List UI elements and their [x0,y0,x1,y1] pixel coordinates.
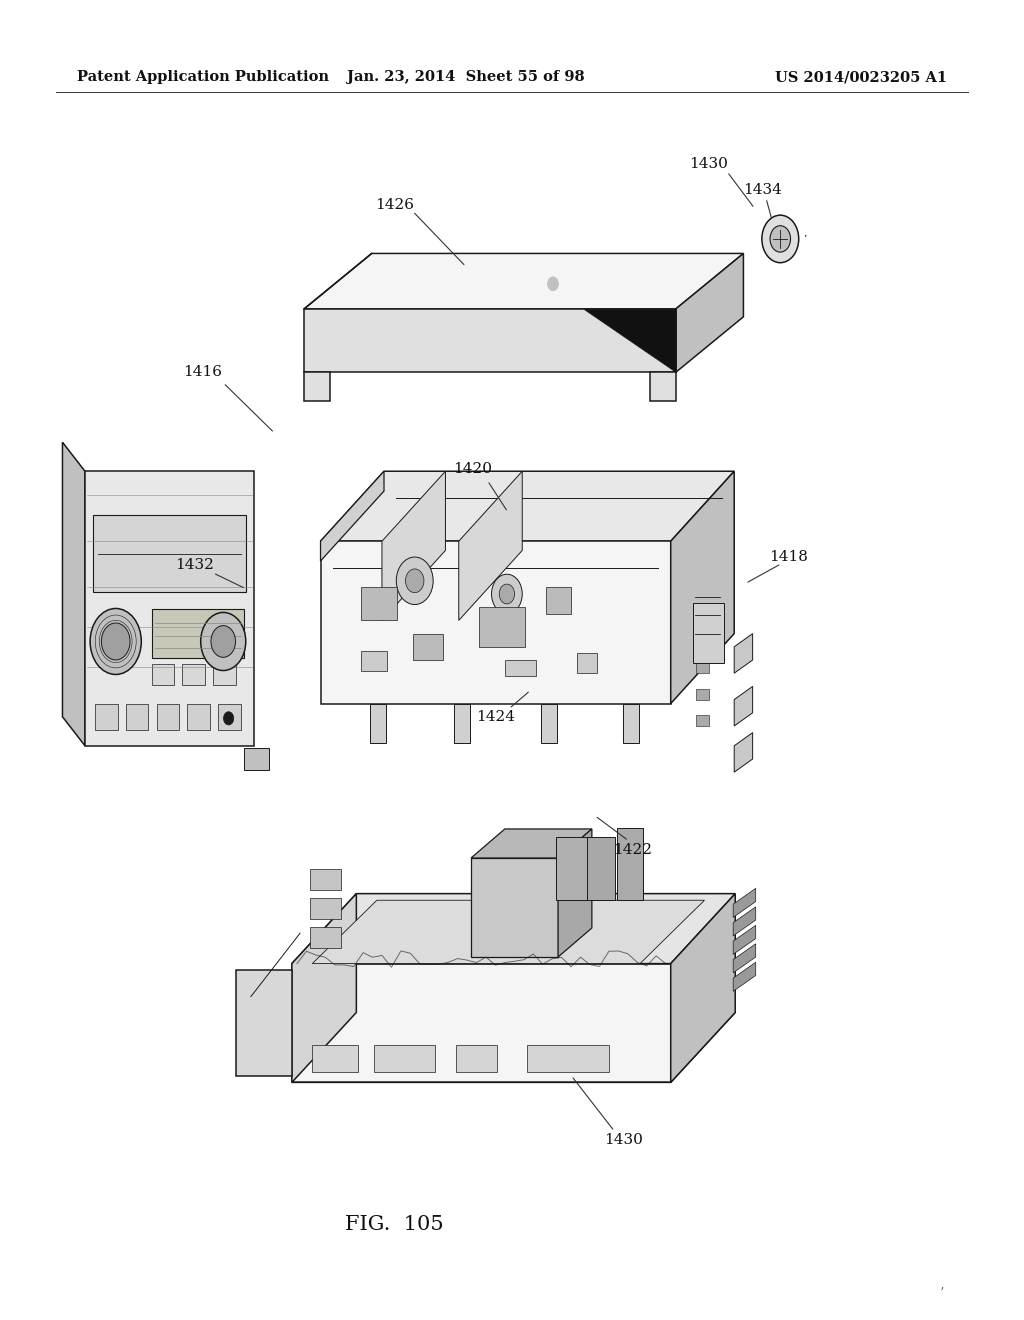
Bar [152,664,174,685]
Circle shape [101,623,130,660]
Text: FIG.  105: FIG. 105 [345,1216,443,1234]
Bar [187,704,210,730]
Bar [696,636,709,647]
Text: ʼ: ʼ [940,1287,944,1300]
Polygon shape [734,686,753,726]
Bar [505,660,536,676]
Circle shape [211,626,236,657]
Polygon shape [471,829,592,858]
Polygon shape [304,309,676,372]
Bar [157,704,179,730]
Bar [182,664,205,685]
Polygon shape [617,828,643,900]
Text: 1418: 1418 [769,550,808,564]
Bar [126,704,148,730]
Polygon shape [304,372,330,401]
Polygon shape [733,962,756,991]
Bar [527,1045,609,1072]
Bar [213,664,236,685]
Bar [218,704,241,730]
Polygon shape [734,634,753,673]
Circle shape [762,215,799,263]
Text: 1434: 1434 [743,183,782,197]
Polygon shape [671,894,735,1082]
Polygon shape [733,944,756,973]
Polygon shape [541,704,557,743]
Polygon shape [556,837,589,900]
Polygon shape [734,733,753,772]
Polygon shape [587,837,615,900]
Polygon shape [85,471,254,746]
Bar [374,1045,435,1072]
Text: 1424: 1424 [476,710,515,723]
Bar [479,607,525,647]
Bar [413,634,443,660]
Polygon shape [321,471,384,561]
Circle shape [500,583,514,603]
Text: 1420: 1420 [454,462,493,475]
Bar [152,609,244,657]
Circle shape [492,574,522,614]
Polygon shape [459,471,522,620]
Polygon shape [310,869,341,890]
Polygon shape [304,253,743,309]
Circle shape [548,277,558,290]
Text: 1426: 1426 [375,198,414,211]
Bar [693,603,724,663]
Text: US 2014/0023205 A1: US 2014/0023205 A1 [775,70,947,84]
Circle shape [406,569,424,593]
Polygon shape [292,1012,735,1082]
Bar [471,858,558,957]
Text: Patent Application Publication: Patent Application Publication [77,70,329,84]
Text: 1432: 1432 [175,558,214,572]
Circle shape [201,612,246,671]
Bar [361,651,387,671]
Polygon shape [671,471,734,704]
Polygon shape [733,925,756,954]
Polygon shape [676,253,743,372]
Bar [696,689,709,700]
Text: 1416: 1416 [183,366,222,379]
Circle shape [396,557,433,605]
Bar [456,1045,497,1072]
Text: 1430: 1430 [689,157,728,170]
Bar [361,587,397,620]
Polygon shape [236,970,292,1076]
Polygon shape [733,888,756,917]
Polygon shape [370,704,386,743]
Circle shape [223,711,233,725]
Polygon shape [62,442,85,746]
Bar [696,663,709,673]
Polygon shape [584,309,676,372]
Bar [95,704,118,730]
Circle shape [770,226,791,252]
Polygon shape [310,898,341,919]
Bar [546,587,571,614]
Polygon shape [292,894,356,1082]
Text: Jan. 23, 2014  Sheet 55 of 98: Jan. 23, 2014 Sheet 55 of 98 [347,70,585,84]
Polygon shape [321,471,734,541]
Text: ʼ: ʼ [803,234,806,244]
Polygon shape [650,372,676,401]
Polygon shape [292,964,671,1082]
Polygon shape [292,894,735,964]
Polygon shape [623,704,639,743]
Text: 1422: 1422 [613,843,652,857]
Bar [577,653,597,673]
Polygon shape [382,471,445,620]
Circle shape [90,609,141,675]
Polygon shape [244,748,269,770]
Polygon shape [312,900,705,964]
Polygon shape [733,907,756,936]
Polygon shape [321,541,671,704]
Bar [93,515,246,593]
Polygon shape [310,927,341,948]
Polygon shape [558,829,592,957]
Bar [312,1045,358,1072]
Text: 1430: 1430 [604,1134,643,1147]
Polygon shape [454,704,470,743]
Bar [696,715,709,726]
